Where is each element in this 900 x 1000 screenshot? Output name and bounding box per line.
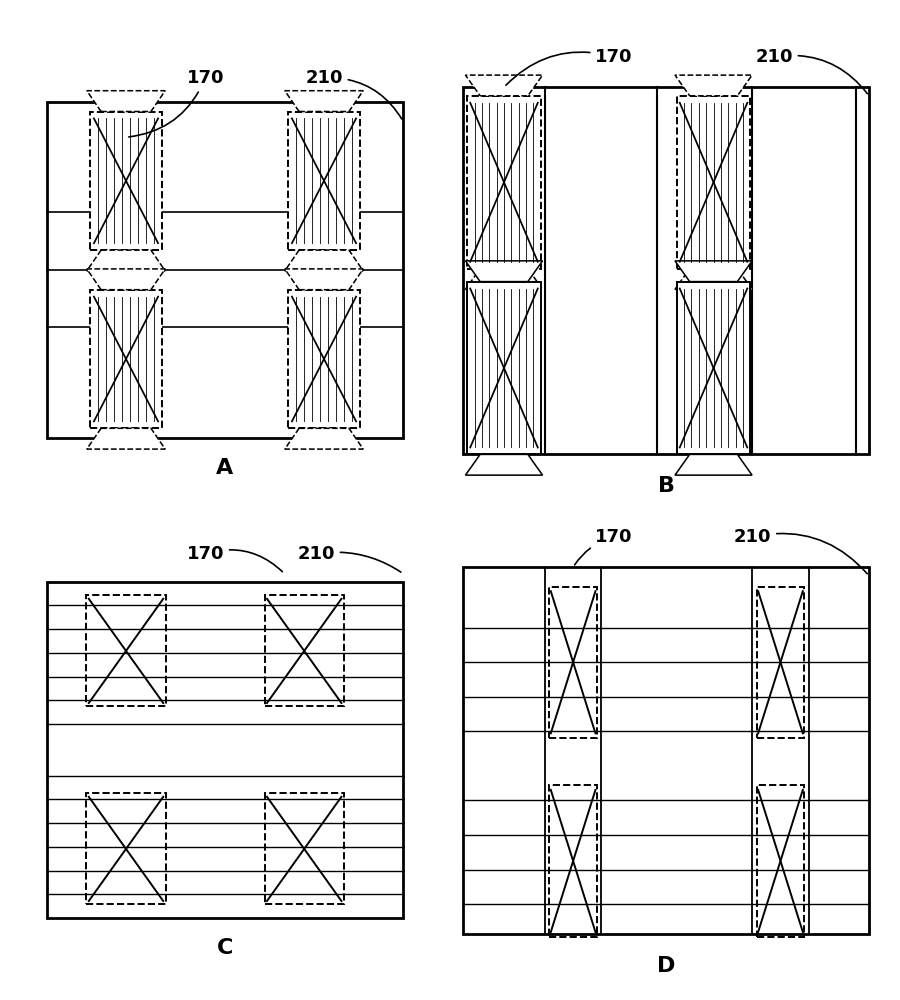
- Text: D: D: [657, 956, 675, 976]
- Polygon shape: [86, 250, 166, 271]
- Text: 170: 170: [186, 545, 283, 572]
- Polygon shape: [86, 91, 166, 111]
- Text: 170: 170: [506, 48, 633, 85]
- Bar: [463, 567, 869, 934]
- Bar: [86, 793, 166, 904]
- Text: 210: 210: [755, 48, 868, 94]
- Bar: [265, 793, 344, 904]
- Text: 210: 210: [297, 545, 400, 572]
- FancyBboxPatch shape: [288, 290, 360, 428]
- Polygon shape: [284, 428, 364, 449]
- Bar: [86, 595, 166, 706]
- Polygon shape: [465, 269, 543, 289]
- Bar: [47, 102, 403, 438]
- Text: A: A: [216, 458, 234, 478]
- Polygon shape: [675, 261, 752, 282]
- Polygon shape: [284, 269, 364, 290]
- Bar: [467, 282, 541, 454]
- Bar: [757, 785, 805, 937]
- Bar: [463, 87, 869, 454]
- FancyBboxPatch shape: [90, 111, 162, 250]
- Bar: [265, 595, 344, 706]
- Text: 210: 210: [734, 528, 868, 574]
- Bar: [549, 587, 597, 738]
- Polygon shape: [465, 454, 543, 475]
- Polygon shape: [465, 75, 543, 96]
- Polygon shape: [86, 428, 166, 449]
- Text: 170: 170: [574, 528, 633, 565]
- Text: 170: 170: [129, 69, 224, 137]
- Polygon shape: [675, 454, 752, 475]
- Text: 210: 210: [305, 69, 401, 119]
- Bar: [47, 582, 403, 918]
- FancyBboxPatch shape: [288, 111, 360, 250]
- Polygon shape: [675, 269, 752, 289]
- Bar: [677, 96, 751, 269]
- Bar: [677, 282, 751, 454]
- Text: C: C: [217, 938, 233, 958]
- Bar: [757, 587, 805, 738]
- Bar: [549, 785, 597, 937]
- Bar: [467, 96, 541, 269]
- Text: B: B: [658, 476, 674, 496]
- Polygon shape: [284, 91, 364, 111]
- Polygon shape: [86, 269, 166, 290]
- Polygon shape: [465, 261, 543, 282]
- FancyBboxPatch shape: [90, 290, 162, 428]
- Polygon shape: [284, 250, 364, 271]
- Polygon shape: [675, 75, 752, 96]
